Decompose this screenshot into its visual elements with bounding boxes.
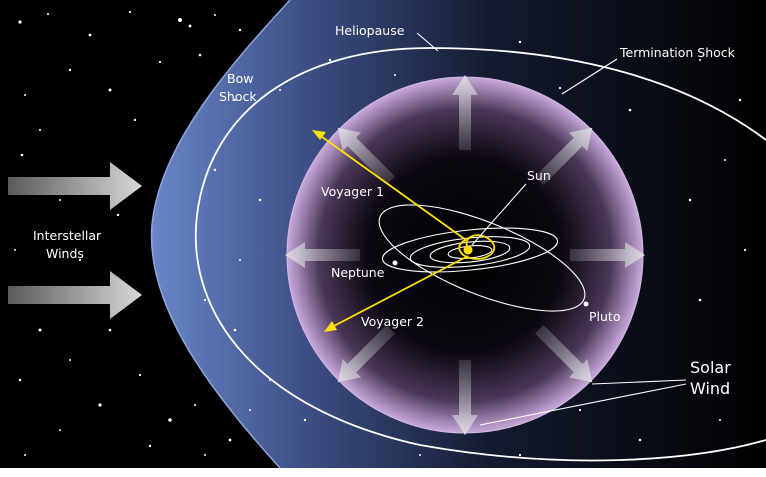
solar-wind-leader-2 [479,383,687,426]
interstellar-wind-arrows [8,162,142,319]
interstellar-label-line1: Interstellar [33,228,102,243]
voyager2-path [329,255,469,329]
solar-wind-label-line1: Solar [690,358,731,377]
voyager1-label: Voyager 1 [321,184,384,199]
leader-lines [416,32,687,426]
solar-wind-leader-1 [591,379,687,385]
solar-wind-arrows [285,75,645,435]
neptune-label: Neptune [331,265,385,280]
bow-shock-edge [150,0,291,469]
voyager-trajectories [317,133,495,329]
heliopause-leader [416,32,439,52]
sun-dot [463,245,473,255]
voyager1-path [317,133,467,241]
solar-wind-label-line2: Wind [690,379,730,398]
voyager2-label: Voyager 2 [361,314,424,329]
sun-leader [471,183,527,246]
interstellar-arrow-upper [8,162,142,210]
stars [14,10,747,457]
interstellar-label-line2: Winds [46,246,84,261]
bottom-margin [0,468,766,477]
termination-shock-label: Termination Shock [619,45,736,60]
saturn-orbit [429,240,511,264]
sun-label: Sun [527,168,551,183]
neptune-dot [392,260,398,266]
neptune-orbit [381,227,559,273]
pluto-label: Pluto [589,309,620,324]
voyager1-arrowhead [312,130,326,140]
voyager2-arrowhead [324,321,337,332]
heliopause-boundary [194,47,766,462]
voyager-spiral [458,234,495,260]
bow-shock-label-line1: Bow [227,71,253,86]
interstellar-arrow-lower [8,271,142,319]
pluto-orbit [378,204,586,312]
termination-shock-leader [561,58,618,95]
bow-shock-label-line2: Shock [219,89,257,104]
heliopause-label: Heliopause [335,23,405,38]
pluto-dot [583,301,589,307]
